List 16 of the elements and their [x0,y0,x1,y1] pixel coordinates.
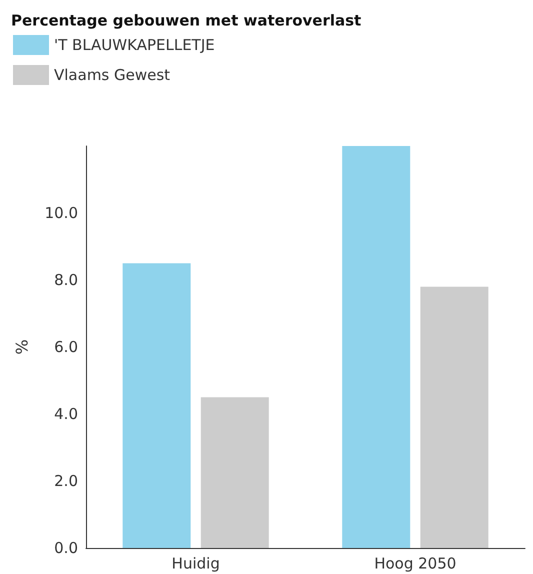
legend-label: Vlaams Gewest [54,66,170,84]
x-tick-label: Hoog 2050 [374,554,456,572]
y-tick-label: 10.0 [44,204,78,222]
y-axis-title: % [12,339,32,355]
y-tick-label: 0.0 [54,539,78,557]
x-tick-label: Huidig [172,554,220,572]
chart-title: Percentage gebouwen met wateroverlast [11,12,362,30]
y-tick-label: 2.0 [54,472,78,490]
bar [342,146,410,548]
legend-label: 'T BLAUWKAPELLETJE [54,36,215,54]
bar [420,286,488,548]
y-tick-label: 4.0 [54,405,78,423]
bar [122,263,191,548]
bar [200,397,269,548]
y-tick-label: 6.0 [54,338,78,356]
y-tick-label: 8.0 [54,271,78,289]
